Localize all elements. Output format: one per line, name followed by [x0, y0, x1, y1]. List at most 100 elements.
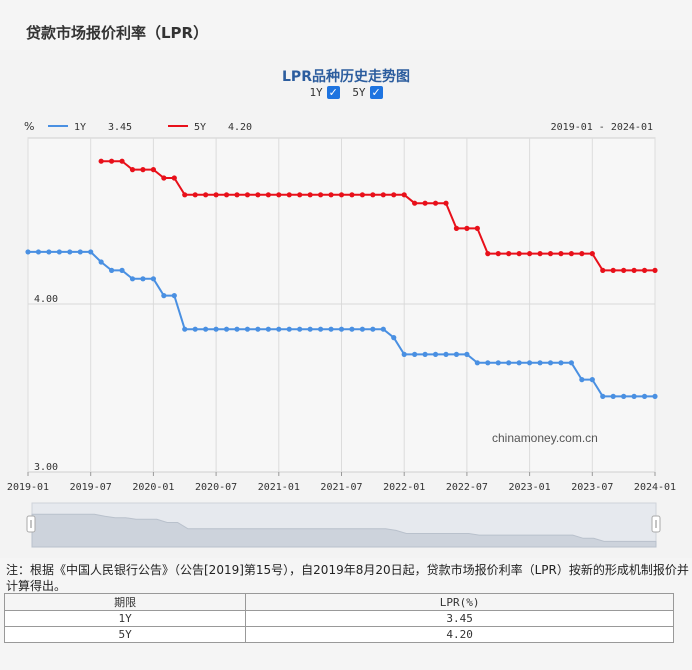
data-point-1y [328, 326, 334, 332]
data-point-1y [255, 326, 261, 332]
data-point-5y [641, 267, 648, 273]
data-point-1y [610, 393, 616, 399]
data-point-1y [318, 326, 324, 332]
data-point-1y [506, 360, 512, 366]
legend-label-1y: 1Y [74, 122, 86, 133]
data-point-5y [244, 192, 251, 198]
data-point-5y [318, 192, 324, 198]
data-point-1y [401, 351, 407, 357]
data-point-5y [506, 251, 512, 257]
watermark: chinamoney.com.cn [492, 431, 598, 445]
unit-label: % [24, 120, 34, 133]
footnote: 注：根据《中国人民银行公告》（公告[2019]第15号），自2019年8月20日… [6, 563, 689, 593]
data-point-1y [443, 351, 449, 357]
data-point-5y [150, 167, 156, 173]
toggle-1y[interactable]: 1Y ✓ [309, 86, 340, 99]
x-tick-label: 2023-01 [509, 482, 551, 493]
data-point-5y [119, 158, 125, 164]
data-point-1y [370, 326, 376, 332]
data-point-1y [568, 360, 575, 366]
data-point-1y [129, 276, 136, 282]
data-point-1y [265, 326, 271, 332]
data-point-1y [589, 377, 595, 383]
data-point-1y [88, 249, 94, 255]
data-point-1y [56, 249, 62, 255]
data-point-5y [558, 251, 564, 257]
data-point-5y [171, 175, 177, 181]
data-point-1y [25, 249, 31, 255]
navigator-series [31, 513, 657, 548]
data-point-1y [244, 326, 251, 332]
data-point-1y [182, 326, 188, 332]
data-point-5y [537, 251, 543, 257]
data-point-5y [443, 200, 449, 206]
data-point-1y [203, 326, 209, 332]
data-point-1y [485, 360, 491, 366]
data-point-5y [234, 192, 240, 198]
table-cell-rate: 3.45 [245, 610, 674, 627]
data-point-1y [652, 393, 658, 399]
table-header-term: 期限 [3, 593, 247, 611]
data-point-1y [67, 249, 73, 255]
data-point-5y [328, 192, 334, 198]
date-range-label: 2019-01 - 2024-01 [551, 122, 653, 133]
data-point-1y [213, 326, 219, 332]
data-point-5y [432, 200, 439, 206]
data-point-5y [297, 192, 303, 198]
legend-label-5y: 5Y [194, 122, 206, 133]
data-point-1y [464, 351, 470, 357]
data-point-1y [140, 276, 146, 282]
data-point-5y [453, 225, 460, 231]
x-tick-label: 2019-07 [70, 482, 112, 493]
x-tick-label: 2022-07 [446, 482, 488, 493]
x-tick-label: 2023-07 [571, 482, 613, 493]
x-tick-label: 2020-01 [132, 482, 174, 493]
data-point-1y [35, 249, 42, 255]
data-point-5y [527, 251, 533, 257]
data-point-5y [579, 251, 585, 257]
data-point-5y [600, 267, 606, 273]
data-point-1y [558, 360, 564, 366]
data-point-1y [286, 326, 292, 332]
data-point-5y [401, 192, 407, 198]
data-point-5y [182, 192, 188, 198]
data-point-1y [631, 393, 637, 399]
data-point-5y [129, 167, 136, 173]
toggle-5y[interactable]: 5Y ✓ [352, 86, 383, 99]
data-point-5y [547, 251, 554, 257]
data-point-1y [391, 335, 397, 341]
data-point-5y [589, 251, 595, 257]
data-point-5y [464, 225, 470, 231]
data-point-1y [338, 326, 345, 332]
data-point-5y [223, 192, 230, 198]
table-cell-term: 5Y [3, 626, 247, 643]
data-point-1y [621, 393, 627, 399]
data-point-1y [412, 351, 418, 357]
toggle-1y-label: 1Y [309, 86, 323, 99]
table-header-row: 期限 LPR(%) [3, 593, 674, 611]
x-tick-label: 2021-01 [258, 482, 300, 493]
x-tick-label: 2024-01 [634, 482, 676, 493]
data-point-1y [537, 360, 543, 366]
checkbox-5y[interactable]: ✓ [369, 86, 383, 99]
data-point-1y [150, 276, 156, 282]
checkbox-1y[interactable]: ✓ [326, 86, 340, 99]
x-tick-label: 2021-07 [320, 482, 362, 493]
data-point-5y [161, 175, 167, 181]
data-point-1y [527, 360, 533, 366]
data-point-1y [359, 326, 365, 332]
data-point-1y [495, 360, 501, 366]
table-cell-rate: 4.20 [245, 626, 674, 643]
data-point-5y [255, 192, 261, 198]
data-point-5y [192, 192, 198, 198]
data-point-5y [652, 267, 658, 273]
lpr-line-chart: 2019-01 2019-07 2020-01 2020-07 2021-01 2021-… [7, 120, 676, 548]
data-point-5y [213, 192, 219, 198]
data-point-5y [286, 192, 292, 198]
data-point-5y [203, 192, 209, 198]
data-point-5y [307, 192, 313, 198]
data-point-5y [495, 251, 501, 257]
y-tick-label: 4.00 [34, 294, 58, 305]
data-point-1y [234, 326, 240, 332]
toggle-5y-label: 5Y [352, 86, 366, 99]
